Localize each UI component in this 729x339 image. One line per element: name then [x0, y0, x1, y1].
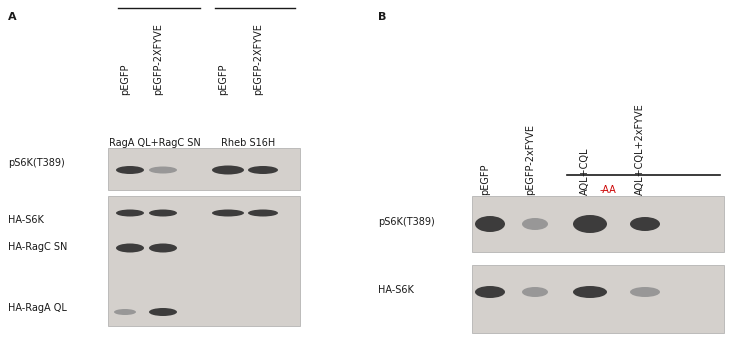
Ellipse shape: [212, 210, 244, 217]
Text: pEGFP: pEGFP: [120, 63, 130, 95]
Bar: [472, 196, 724, 252]
Ellipse shape: [573, 286, 607, 298]
Text: RagA QL+RagC SN: RagA QL+RagC SN: [109, 138, 201, 148]
Ellipse shape: [522, 218, 548, 230]
Ellipse shape: [149, 308, 177, 316]
Ellipse shape: [248, 166, 278, 174]
Text: HA-RagA QL: HA-RagA QL: [8, 303, 67, 313]
Ellipse shape: [116, 166, 144, 174]
Text: -AA: -AA: [600, 185, 617, 195]
Text: pEGFP: pEGFP: [480, 163, 490, 195]
Text: pEGFP-2xFYVE: pEGFP-2xFYVE: [525, 124, 535, 195]
Ellipse shape: [116, 210, 144, 217]
Bar: [108, 196, 300, 326]
Text: pS6K(T389): pS6K(T389): [8, 158, 65, 168]
Bar: [108, 148, 300, 190]
Text: pEGFP-2XFYVE: pEGFP-2XFYVE: [253, 23, 263, 95]
Ellipse shape: [114, 309, 136, 315]
Text: pS6K(T389): pS6K(T389): [378, 217, 434, 227]
Bar: [472, 265, 724, 333]
Ellipse shape: [149, 166, 177, 174]
Ellipse shape: [248, 210, 278, 217]
Text: pEGFP-2XFYVE: pEGFP-2XFYVE: [153, 23, 163, 95]
Text: A: A: [8, 12, 17, 22]
Text: AQL+CQL+2xFYVE: AQL+CQL+2xFYVE: [635, 103, 645, 195]
Ellipse shape: [475, 216, 505, 232]
Text: Rheb S16H: Rheb S16H: [221, 138, 275, 148]
Ellipse shape: [630, 287, 660, 297]
Ellipse shape: [573, 215, 607, 233]
Ellipse shape: [116, 243, 144, 253]
Text: AQL+CQL: AQL+CQL: [580, 147, 590, 195]
Text: HA-S6K: HA-S6K: [8, 215, 44, 225]
Ellipse shape: [630, 217, 660, 231]
Text: HA-S6K: HA-S6K: [378, 285, 414, 295]
Ellipse shape: [522, 287, 548, 297]
Text: HA-RagC SN: HA-RagC SN: [8, 242, 67, 252]
Ellipse shape: [475, 286, 505, 298]
Ellipse shape: [149, 210, 177, 217]
Ellipse shape: [212, 165, 244, 175]
Ellipse shape: [149, 243, 177, 253]
Text: pEGFP: pEGFP: [218, 63, 228, 95]
Text: B: B: [378, 12, 386, 22]
